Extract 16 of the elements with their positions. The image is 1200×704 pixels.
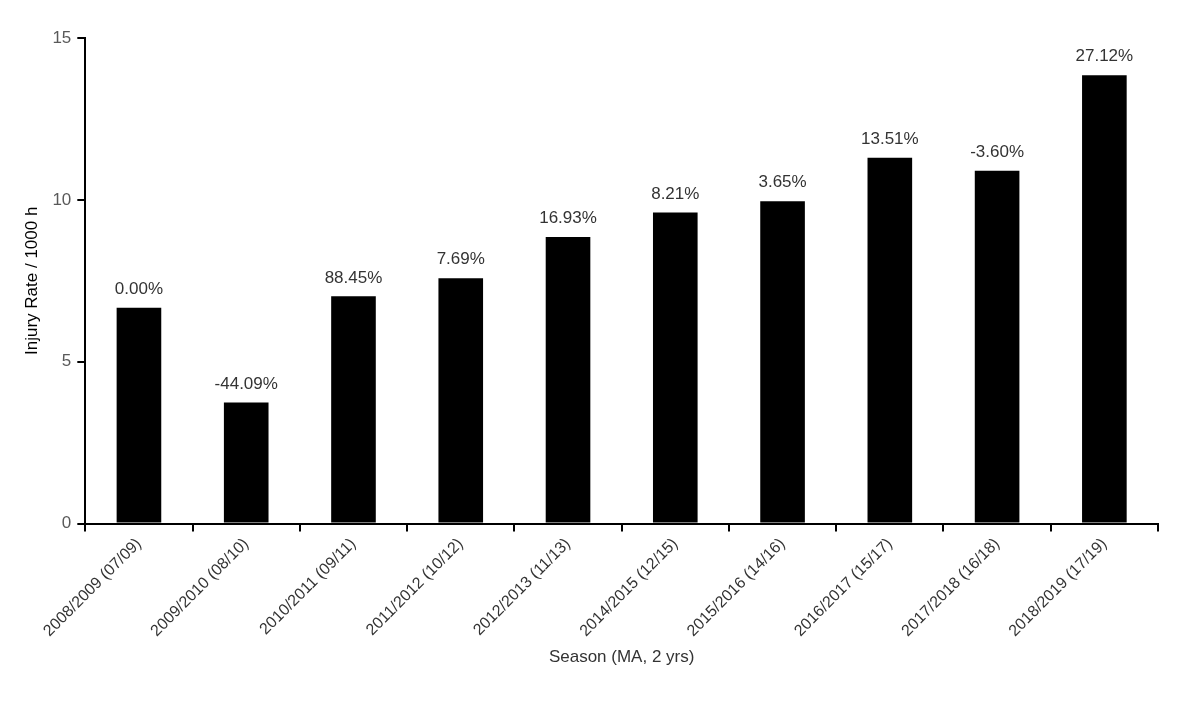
- annotation: 0.00%: [114, 278, 164, 298]
- annotation: -3.60%: [970, 141, 1025, 161]
- annotation: -44.09%: [214, 373, 278, 393]
- annotation: 7.69%: [436, 249, 485, 269]
- annotation: 27.12%: [1075, 46, 1134, 66]
- annotation: 88.45%: [324, 267, 383, 287]
- y-tick-label: 0: [61, 513, 72, 533]
- y-tick-label: 5: [61, 351, 72, 371]
- x-axis-title: Season (MA, 2 yrs): [548, 647, 695, 667]
- y-axis-title: Injury Rate / 1000 h: [21, 206, 41, 355]
- y-tick-label: 15: [52, 27, 72, 47]
- annotation: 13.51%: [860, 128, 919, 148]
- annotation: 16.93%: [539, 208, 597, 228]
- annotation: 3.65%: [758, 172, 807, 192]
- annotation: 8.21%: [651, 183, 700, 203]
- y-tick-label: 10: [52, 189, 72, 209]
